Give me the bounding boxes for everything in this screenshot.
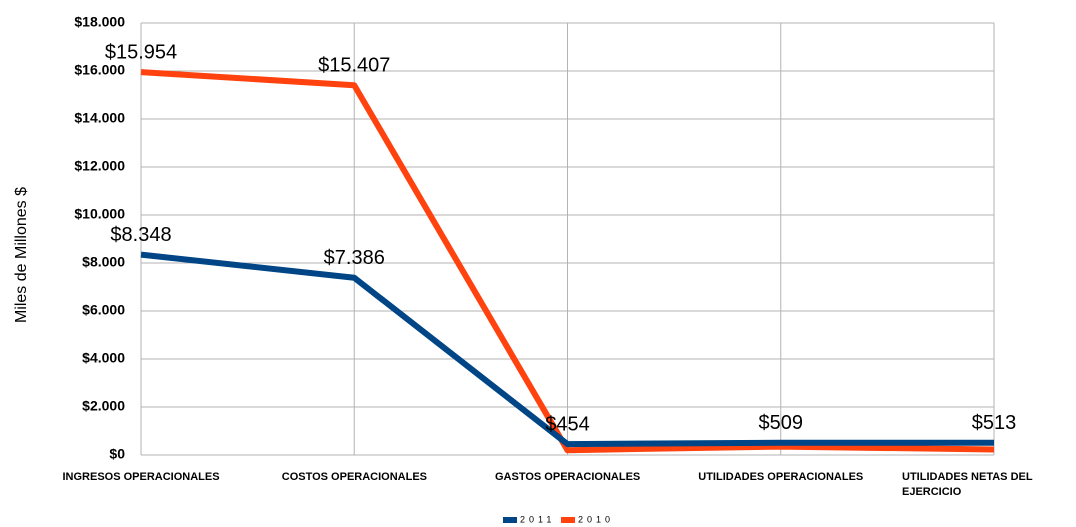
data-label: $8.348 <box>110 224 171 246</box>
y-tick-label: $6.000 <box>82 302 125 318</box>
line-series <box>140 69 995 454</box>
legend-swatch <box>503 517 517 523</box>
y-tick-label: $12.000 <box>74 158 125 174</box>
line-series <box>140 251 995 448</box>
y-tick-label: $18.000 <box>74 14 125 30</box>
y-tick-label: $0 <box>109 446 125 462</box>
y-tick-label: $2.000 <box>82 398 125 414</box>
data-label: $7.386 <box>324 247 385 269</box>
x-tick-label: COSTOS OPERACIONALES <box>281 471 428 483</box>
y-axis-label: Miles de Millones $ <box>13 187 30 323</box>
legend-label: 2011 <box>520 514 555 524</box>
x-tick-label: INGRESOS OPERACIONALES <box>62 471 220 483</box>
y-tick-label: $16.000 <box>74 62 125 78</box>
y-tick-label: $10.000 <box>74 206 125 222</box>
x-tick-label: UTILIDADES NETAS DEL EJERCICIO <box>902 471 1033 498</box>
x-tick-label: GASTOS OPERACIONALES <box>495 471 641 483</box>
data-label: $15.407 <box>318 55 390 77</box>
legend-swatch <box>561 517 575 523</box>
x-tick-label: UTILIDADES OPERACIONALES <box>698 471 864 483</box>
y-tick-label: $14.000 <box>74 110 125 126</box>
data-label: $513 <box>972 412 1017 434</box>
y-tick-label: $8.000 <box>82 254 125 270</box>
data-label: $509 <box>759 412 804 434</box>
y-tick-label: $4.000 <box>82 350 125 366</box>
legend-label: 2010 <box>578 514 614 524</box>
data-label: $15.954 <box>105 41 177 63</box>
data-label: $454 <box>545 413 590 435</box>
